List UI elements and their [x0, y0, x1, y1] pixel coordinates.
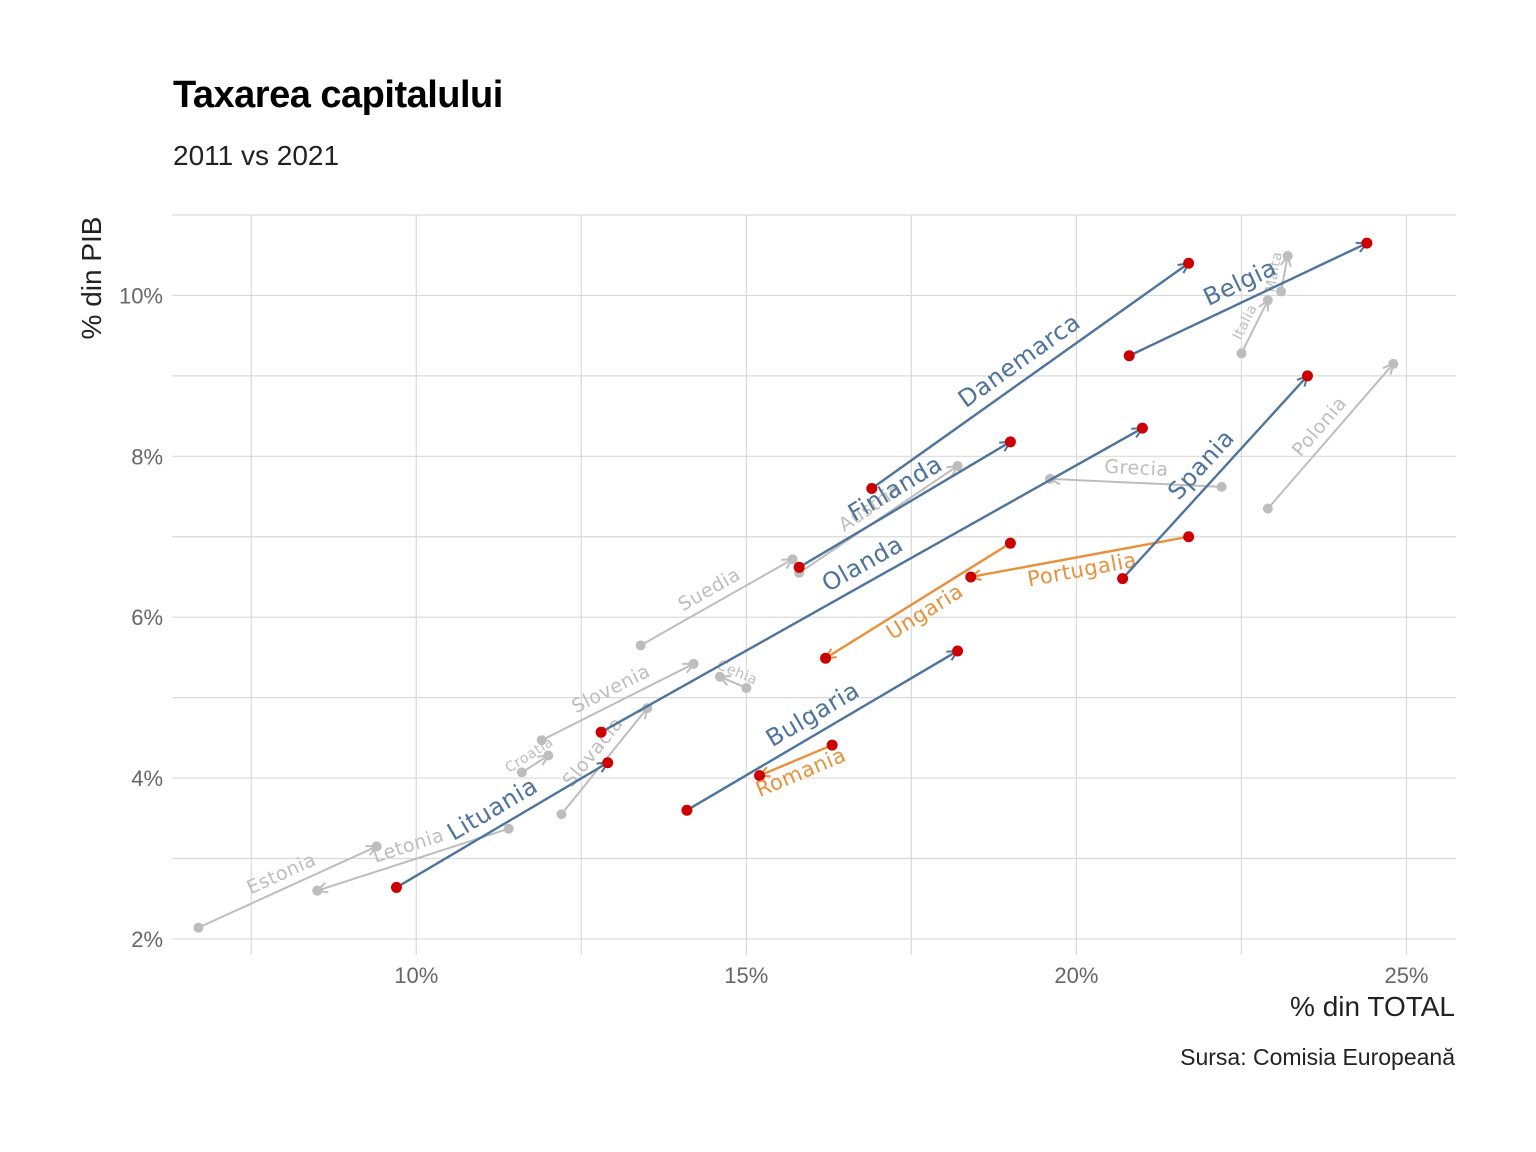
y-axis-title: % din PIB — [76, 217, 107, 340]
arrow-danemarca — [871, 263, 1189, 490]
arrow-olanda — [600, 428, 1142, 734]
label-portugalia: Portugalia — [1025, 548, 1138, 592]
point-2011-romania — [826, 739, 838, 751]
point-2021-slovenia — [688, 658, 699, 669]
y-tick-label: 2% — [131, 927, 163, 952]
x-tick-label: 15% — [724, 963, 768, 988]
point-2011-bulgaria — [681, 804, 693, 816]
point-2011-lituania — [390, 881, 402, 893]
point-2011-slovenia — [536, 735, 547, 746]
point-2011-polonia — [1262, 503, 1273, 514]
point-2011-italia — [1236, 348, 1247, 359]
x-tick-label: 25% — [1384, 963, 1428, 988]
point-2011-belgia — [1123, 350, 1135, 362]
label-estonia: Estonia — [243, 849, 319, 899]
arrow-suedia — [640, 559, 793, 647]
point-2011-spania — [1117, 573, 1129, 585]
point-2021-cehia — [714, 671, 725, 682]
point-2021-italia — [1262, 295, 1273, 306]
arrow-ungaria — [826, 542, 1012, 658]
point-2021-austria — [952, 460, 963, 471]
axis-ticks: 10% 15% 20% 25% 2% 4% 6% 8% 10% — [119, 283, 1429, 988]
arrow-malta — [1280, 256, 1288, 292]
point-2021-polonia — [1388, 358, 1399, 369]
label-olanda: Olanda — [817, 530, 908, 598]
arrow-croatia — [521, 756, 548, 774]
label-malta: Malta — [1263, 250, 1286, 293]
chart-title: Taxarea capitalului — [173, 74, 503, 116]
point-2011-suedia — [635, 640, 646, 651]
point-2011-slovacia — [556, 809, 567, 820]
point-2021-olanda — [1136, 422, 1148, 434]
arrow-estonia — [197, 846, 376, 929]
point-2021-portugalia — [965, 571, 977, 583]
x-tick-label: 10% — [394, 963, 438, 988]
arrow-belgia — [1128, 243, 1367, 357]
point-2011-ungaria — [1004, 537, 1016, 549]
point-2021-bulgaria — [952, 645, 964, 657]
arrow-polonia — [1267, 364, 1393, 510]
y-tick-label: 6% — [131, 605, 163, 630]
point-2011-croatia — [516, 767, 527, 778]
y-tick-label: 10% — [119, 283, 163, 308]
point-2021-malta — [1282, 251, 1293, 262]
point-2021-ungaria — [820, 652, 832, 664]
point-2021-croatia — [543, 750, 554, 761]
arrow-italia — [1240, 300, 1267, 354]
point-2011-malta — [1276, 286, 1287, 297]
point-2011-estonia — [193, 922, 204, 933]
point-2021-danemarca — [1183, 257, 1195, 269]
arrow-romania — [760, 743, 833, 776]
x-tick-label: 20% — [1054, 963, 1098, 988]
point-2011-olanda — [595, 726, 607, 738]
grid — [172, 214, 1456, 955]
chart-caption: Sursa: Comisia Europeană — [1180, 1044, 1455, 1070]
point-2011-letonia — [503, 823, 514, 834]
arrow-lituania — [395, 763, 607, 889]
point-2011-finlanda — [793, 561, 805, 573]
arrow-portugalia — [971, 535, 1189, 577]
point-2021-suedia — [787, 554, 798, 565]
point-2011-grecia — [1216, 481, 1227, 492]
label-ungaria: Ungaria — [882, 579, 967, 645]
point-2021-romania — [754, 770, 766, 782]
point-2021-belgia — [1361, 237, 1373, 249]
arrow-finlanda — [798, 442, 1010, 569]
chart-subtitle: 2011 vs 2021 — [173, 140, 340, 171]
point-2021-letonia — [312, 885, 323, 896]
point-2011-danemarca — [866, 482, 878, 494]
chart-marks: SuediaAustriaGreciaPoloniaItaliaMaltaSlo… — [193, 237, 1399, 933]
y-tick-label: 8% — [131, 444, 163, 469]
arrow-spania — [1121, 376, 1308, 580]
label-danemarca: Danemarca — [953, 308, 1086, 414]
point-2011-portugalia — [1183, 531, 1195, 543]
point-2021-finlanda — [1004, 436, 1016, 448]
point-2011-cehia — [741, 682, 752, 693]
label-grecia: Grecia — [1104, 456, 1169, 481]
arrow-slovenia — [541, 664, 694, 742]
point-2021-lituania — [602, 757, 614, 769]
label-polonia: Polonia — [1288, 392, 1352, 461]
y-tick-label: 4% — [131, 766, 163, 791]
label-slovacia: Slovacia — [558, 713, 627, 792]
arrow-bulgaria — [686, 651, 958, 812]
x-axis-title: % din TOTAL — [1290, 991, 1455, 1022]
point-2021-spania — [1301, 370, 1313, 382]
label-suedia: Suedia — [675, 563, 745, 616]
arrow-grecia — [1050, 479, 1222, 488]
point-2021-estonia — [371, 841, 382, 852]
